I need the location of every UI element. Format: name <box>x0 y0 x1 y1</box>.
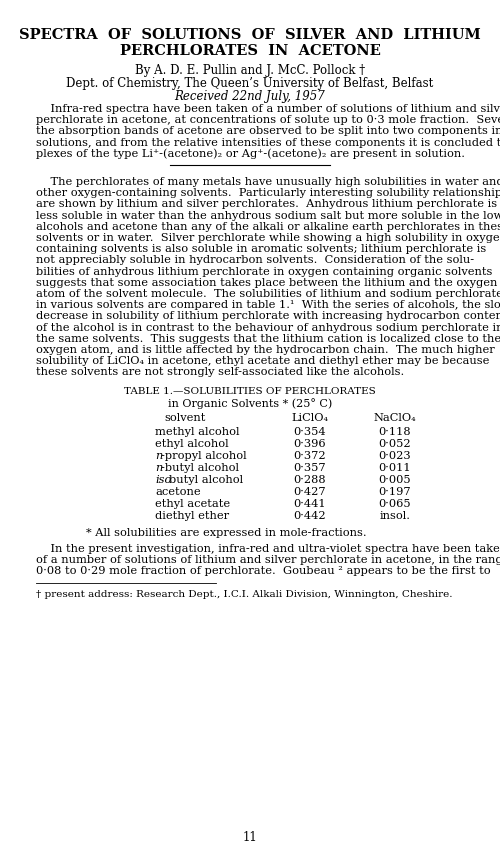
Text: LiClO₄: LiClO₄ <box>292 413 329 422</box>
Text: containing solvents is also soluble in aromatic solvents; lithium perchlorate is: containing solvents is also soluble in a… <box>36 245 486 254</box>
Text: decrease in solubility of lithium perchlorate with increasing hydrocarbon conten: decrease in solubility of lithium perchl… <box>36 311 500 321</box>
Text: the same solvents.  This suggests that the lithium cation is localized close to : the same solvents. This suggests that th… <box>36 334 500 344</box>
Text: perchlorate in acetone, at concentrations of solute up to 0·3 mole fraction.  Se: perchlorate in acetone, at concentration… <box>36 115 500 125</box>
Text: n: n <box>155 451 162 461</box>
Text: Dept. of Chemistry, The Queen’s University of Belfast, Belfast: Dept. of Chemistry, The Queen’s Universi… <box>66 77 434 90</box>
Text: -propyl alcohol: -propyl alcohol <box>161 451 246 461</box>
Text: 0·372: 0·372 <box>294 451 326 461</box>
Text: The perchlorates of many metals have unusually high solubilities in water and: The perchlorates of many metals have unu… <box>36 177 500 187</box>
Text: solutions, and from the relative intensities of these components it is concluded: solutions, and from the relative intensi… <box>36 137 500 148</box>
Text: solvent: solvent <box>164 413 205 422</box>
Text: In the present investigation, infra-red and ultra-violet spectra have been taken: In the present investigation, infra-red … <box>36 543 500 554</box>
Text: other oxygen-containing solvents.  Particularly interesting solubility relations: other oxygen-containing solvents. Partic… <box>36 188 500 198</box>
Text: ethyl acetate: ethyl acetate <box>155 499 230 509</box>
Text: ethyl alcohol: ethyl alcohol <box>155 439 228 448</box>
Text: bilities of anhydrous lithium perchlorate in oxygen containing organic solvents: bilities of anhydrous lithium perchlorat… <box>36 267 492 276</box>
Text: alcohols and acetone than any of the alkali or alkaline earth perchlorates in th: alcohols and acetone than any of the alk… <box>36 222 500 232</box>
Text: 0·357: 0·357 <box>294 462 326 473</box>
Text: acetone: acetone <box>155 486 200 497</box>
Text: TABLE 1.—SOLUBILITIES OF PERCHLORATES: TABLE 1.—SOLUBILITIES OF PERCHLORATES <box>124 386 376 396</box>
Text: 0·442: 0·442 <box>294 511 326 521</box>
Text: atom of the solvent molecule.  The solubilities of lithium and sodium perchlorat: atom of the solvent molecule. The solubi… <box>36 289 500 299</box>
Text: are shown by lithium and silver perchlorates.  Anhydrous lithium perchlorate is: are shown by lithium and silver perchlor… <box>36 200 497 209</box>
Text: By A. D. E. Pullin and J. McC. Pollock †: By A. D. E. Pullin and J. McC. Pollock † <box>135 64 365 77</box>
Text: oxygen atom, and is little affected by the hydrocarbon chain.  The much higher: oxygen atom, and is little affected by t… <box>36 345 495 355</box>
Text: † present address: Research Dept., I.C.I. Alkali Division, Winnington, Cheshire.: † present address: Research Dept., I.C.I… <box>36 590 453 600</box>
Text: these solvents are not strongly self-associated like the alcohols.: these solvents are not strongly self-ass… <box>36 367 404 378</box>
Text: in various solvents are compared in table 1.¹  With the series of alcohols, the : in various solvents are compared in tabl… <box>36 300 500 310</box>
Text: plexes of the type Li⁺-(acetone)₂ or Ag⁺-(acetone)₂ are present in solution.: plexes of the type Li⁺-(acetone)₂ or Ag⁺… <box>36 149 465 159</box>
Text: -butyl alcohol: -butyl alcohol <box>161 462 239 473</box>
Text: 0·011: 0·011 <box>378 462 412 473</box>
Text: less soluble in water than the anhydrous sodium salt but more soluble in the low: less soluble in water than the anhydrous… <box>36 211 500 220</box>
Text: of a number of solutions of lithium and silver perchlorate in acetone, in the ra: of a number of solutions of lithium and … <box>36 555 500 565</box>
Text: suggests that some association takes place between the lithium and the oxygen: suggests that some association takes pla… <box>36 278 498 288</box>
Text: 0·288: 0·288 <box>294 474 326 485</box>
Text: in Organic Solvents * (25° C): in Organic Solvents * (25° C) <box>168 398 332 410</box>
Text: 11: 11 <box>242 831 258 844</box>
Text: 0·065: 0·065 <box>378 499 412 509</box>
Text: PERCHLORATES  IN  ACETONE: PERCHLORATES IN ACETONE <box>120 44 380 58</box>
Text: the absorption bands of acetone are observed to be split into two components in : the absorption bands of acetone are obse… <box>36 126 500 137</box>
Text: insol.: insol. <box>380 511 410 521</box>
Text: not appreciably soluble in hydrocarbon solvents.  Consideration of the solu-: not appreciably soluble in hydrocarbon s… <box>36 256 474 265</box>
Text: 0·354: 0·354 <box>294 427 326 436</box>
Text: 0·005: 0·005 <box>378 474 412 485</box>
Text: NaClO₄: NaClO₄ <box>374 413 416 422</box>
Text: of the alcohol is in contrast to the behaviour of anhydrous sodium perchlorate i: of the alcohol is in contrast to the beh… <box>36 322 500 333</box>
Text: butyl alcohol: butyl alcohol <box>169 474 243 485</box>
Text: n: n <box>155 462 162 473</box>
Text: 0·197: 0·197 <box>378 486 412 497</box>
Text: iso: iso <box>155 474 172 485</box>
Text: methyl alcohol: methyl alcohol <box>155 427 240 436</box>
Text: 0·441: 0·441 <box>294 499 326 509</box>
Text: solubility of LiClO₄ in acetone, ethyl acetate and diethyl ether may be because: solubility of LiClO₄ in acetone, ethyl a… <box>36 356 490 366</box>
Text: Received 22nd July, 1957: Received 22nd July, 1957 <box>174 90 326 103</box>
Text: 0·427: 0·427 <box>294 486 326 497</box>
Text: 0·023: 0·023 <box>378 451 412 461</box>
Text: * All solubilities are expressed in mole-fractions.: * All solubilities are expressed in mole… <box>86 528 366 537</box>
Text: SPECTRA  OF  SOLUTIONS  OF  SILVER  AND  LITHIUM: SPECTRA OF SOLUTIONS OF SILVER AND LITHI… <box>19 28 481 42</box>
Text: 0·118: 0·118 <box>378 427 412 436</box>
Text: 0·08 to 0·29 mole fraction of perchlorate.  Goubeau ² appears to be the first to: 0·08 to 0·29 mole fraction of perchlorat… <box>36 566 490 576</box>
Text: diethyl ether: diethyl ether <box>155 511 229 521</box>
Text: Infra-red spectra have been taken of a number of solutions of lithium and silver: Infra-red spectra have been taken of a n… <box>36 104 500 114</box>
Text: 0·052: 0·052 <box>378 439 412 448</box>
Text: 0·396: 0·396 <box>294 439 326 448</box>
Text: solvents or in water.  Silver perchlorate while showing a high solubility in oxy: solvents or in water. Silver perchlorate… <box>36 233 500 243</box>
